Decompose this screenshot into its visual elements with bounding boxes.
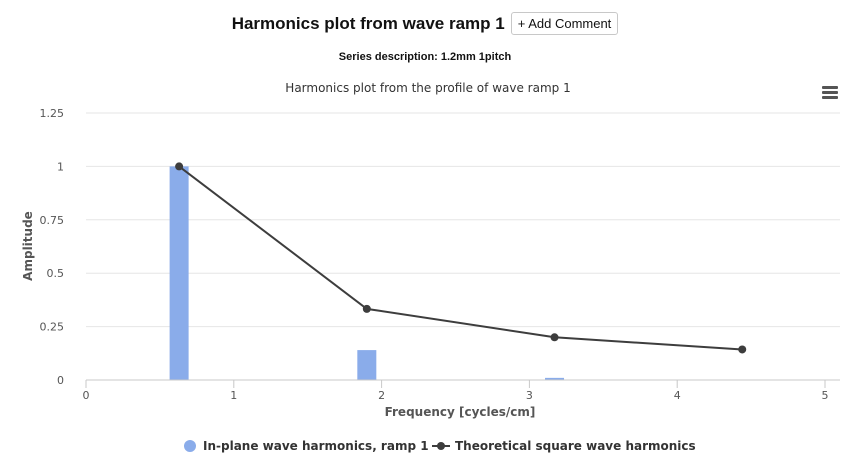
- hamburger-menu-icon: [822, 91, 838, 94]
- theoretical-line: [178, 165, 743, 351]
- y-axis: 0 0.25 0.5 0.75 1 1.25: [40, 107, 65, 387]
- x-tick-label: 2: [378, 389, 385, 402]
- legend: In-plane wave harmonics, ramp 1 Theoretic…: [184, 439, 696, 453]
- x-axis-title: Frequency [cycles/cm]: [385, 405, 536, 419]
- y-tick-label: 0.25: [40, 321, 65, 334]
- x-tick-label: 3: [526, 389, 533, 402]
- chart-title: Harmonics plot from the profile of wave …: [285, 81, 570, 95]
- harmonic-bar: [169, 166, 189, 380]
- harmonic-bar: [357, 350, 377, 380]
- legend-label-line: Theoretical square wave harmonics: [455, 439, 696, 453]
- legend-item-bars: In-plane wave harmonics, ramp 1: [184, 439, 429, 453]
- page-title: Harmonics plot from wave ramp 1: [231, 13, 505, 33]
- x-tick-label: 1: [230, 389, 237, 402]
- series-description: Series description: 1.2mm 1pitch: [338, 51, 512, 63]
- x-tick-label: 5: [822, 389, 829, 402]
- y-tick-label: 0.75: [40, 214, 65, 227]
- y-axis-title: Amplitude: [21, 211, 35, 281]
- hamburger-menu-icon: [822, 86, 838, 89]
- x-axis: 0 1 2 3 4 5: [83, 379, 840, 402]
- x-tick-label: 4: [674, 389, 681, 402]
- legend-label-bars: In-plane wave harmonics, ramp 1: [203, 439, 429, 453]
- add-comment-button[interactable]: + Add Comment: [510, 12, 619, 35]
- chart-menu-button[interactable]: [819, 86, 841, 104]
- plot-background: [86, 113, 840, 380]
- legend-bar-swatch: [184, 440, 196, 452]
- y-tick-label: 0.5: [47, 267, 65, 280]
- y-tick-label: 1.25: [40, 107, 65, 120]
- hamburger-menu-icon: [822, 96, 838, 99]
- header: Harmonics plot from wave ramp 1 + Add Co…: [0, 12, 850, 35]
- y-tick-label: 0: [57, 374, 64, 387]
- line-series: [175, 162, 747, 354]
- theoretical-point: [362, 304, 371, 313]
- theoretical-point: [738, 345, 747, 354]
- bar-series: [169, 166, 565, 380]
- legend-item-line: Theoretical square wave harmonics: [432, 439, 696, 453]
- harmonic-bar: [545, 377, 565, 380]
- theoretical-point: [550, 333, 559, 342]
- y-tick-label: 1: [57, 160, 64, 173]
- theoretical-point: [175, 162, 184, 171]
- x-tick-label: 0: [83, 389, 90, 402]
- legend-line-marker: [437, 442, 445, 450]
